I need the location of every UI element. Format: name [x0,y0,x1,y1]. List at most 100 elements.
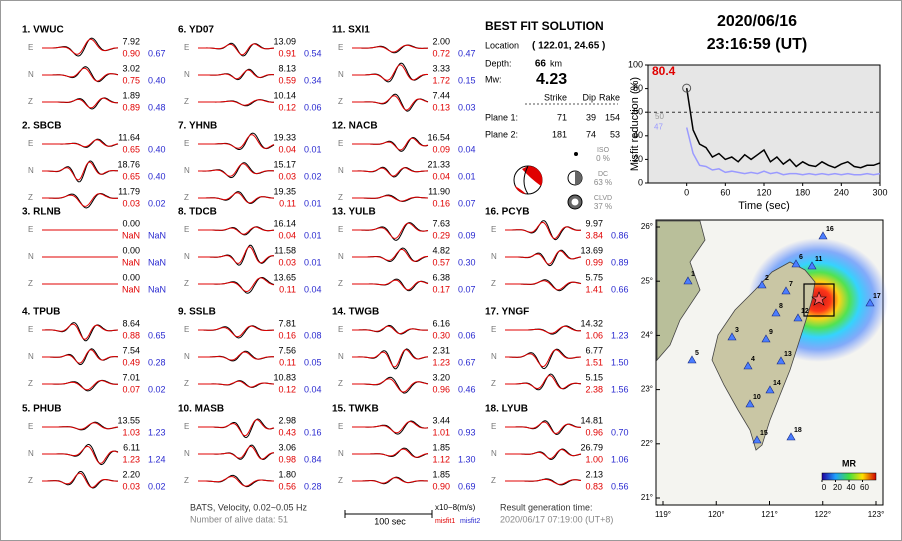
colorbar-tick-label: 20 [833,483,842,492]
misfit2: NaN [148,284,166,294]
station-name: 5. PHUB [22,404,61,415]
misfit2: 0.69 [458,481,476,491]
component: N [338,449,344,458]
synthetic-trace [198,351,274,361]
misfit1: 0.96 [585,427,603,437]
misfit1: NaN [122,230,140,240]
misfit1: 0.72 [432,48,450,58]
component-name: DC [598,171,608,178]
synthetic-trace [42,380,118,391]
component: N [338,352,344,361]
amplitude: 21.33 [427,159,450,169]
misfit1: 1.12 [432,454,450,464]
amplitude: 8.13 [278,63,296,73]
amplitude: 2.13 [585,469,603,479]
amplitude: 7.56 [278,345,296,355]
misfit2: 0.02 [148,384,166,394]
solution-title: BEST FIT SOLUTION [485,19,604,33]
amplitude: 16.14 [273,218,296,228]
component: N [491,449,497,458]
plane-label: Plane 1: [485,112,518,122]
station-label: 12 [801,308,809,315]
amplitude: 14.81 [580,415,603,425]
synthetic-trace [352,477,429,484]
annotation: 47 [654,123,663,132]
misfit1: 0.04 [432,171,450,181]
station-name: 6. YD07 [178,25,214,36]
misfit1: 1.72 [432,75,450,85]
misfit2: 0.01 [304,144,322,154]
misfit1: 0.99 [585,257,603,267]
misfit1: NaN [122,257,140,267]
amplitude: 19.33 [273,132,296,142]
misfit1: 0.03 [278,171,296,181]
synthetic-trace [505,250,582,265]
synthetic-trace [352,448,429,458]
station-name: 14. TWGB [332,307,379,318]
station-label: 3 [735,327,739,334]
scale-label: 100 sec [374,516,406,526]
station-marker [765,385,775,394]
misfit1: 0.75 [122,75,140,85]
amplitude: 13.69 [580,245,603,255]
component: E [28,43,33,52]
station-label: 13 [784,351,792,358]
amplitude: 5.15 [585,372,603,382]
component: E [491,225,496,234]
component: N [184,352,190,361]
amplitude: 4.82 [432,245,450,255]
misfit1: 0.12 [278,102,296,112]
plane-value: 71 [557,112,567,122]
component: Z [28,476,33,485]
misfit2: 0.66 [611,284,629,294]
beachball-fill [514,184,526,194]
amplitude: 6.77 [585,345,603,355]
component: E [184,325,189,334]
amplitude: 9.97 [585,218,603,228]
station-marker [786,432,796,441]
station-marker [791,259,801,268]
component: Z [184,476,189,485]
misfit1: 1.06 [585,330,603,340]
misfit2: 0.06 [458,330,476,340]
synthetic-trace [42,193,118,207]
misfit1: 0.96 [432,384,450,394]
misfit2: 1.50 [611,357,629,367]
misfit2: 0.04 [458,144,476,154]
x-tick-label: 0 [684,187,689,197]
component: N [28,252,34,261]
station-name: 17. YNGF [485,307,529,318]
synthetic-trace [505,374,582,390]
station-marker [687,355,697,364]
misfit1: 1.41 [585,284,603,294]
component: N [28,166,34,175]
misfit1: 0.12 [278,384,296,394]
component: Z [338,379,343,388]
location-label: Location [485,40,519,50]
misfit1: 0.83 [585,481,603,491]
amplitude: 7.44 [432,90,450,100]
synthetic-trace [198,246,275,264]
component: Z [338,279,343,288]
lat-tick-label: 22° [641,439,653,448]
synthetic-trace [198,99,274,106]
plane-value: 181 [552,129,567,139]
synthetic-trace [505,325,582,334]
component: Z [28,279,33,288]
misfit2-legend: misfit2 [460,518,480,525]
misfit1: 0.04 [278,144,296,154]
station-name: 13. YULB [332,207,376,218]
synthetic-trace [42,323,119,340]
synthetic-trace [352,195,428,202]
y-tick-label: 60 [633,107,643,117]
misfit1: 0.16 [432,198,450,208]
table-header: Dip [582,92,596,102]
misfit1: 1.23 [122,454,140,464]
misfit2: 0.46 [458,384,476,394]
time: 23:16:59 (UT) [707,36,807,53]
epicenter-box [803,283,835,317]
x-tick-label: 240 [834,187,849,197]
component-pct: 0 % [596,154,610,163]
amplitude: 18.76 [117,159,140,169]
